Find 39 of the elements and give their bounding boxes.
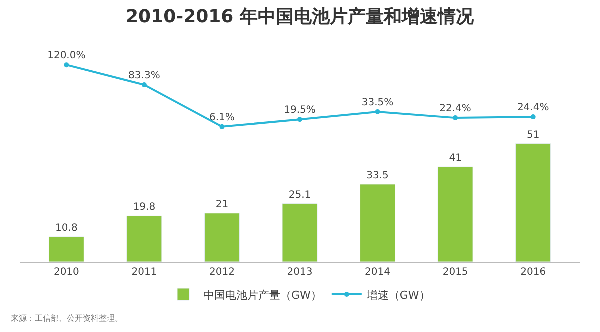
data-label: 83.3% <box>128 70 160 82</box>
x-tick-label: 2012 <box>209 267 235 278</box>
bar <box>126 216 162 262</box>
data-label: 41 <box>449 153 462 164</box>
legend-label: 中国电池片产量（GW） <box>204 288 322 302</box>
data-label: 21 <box>216 199 229 210</box>
point <box>220 124 225 130</box>
data-label: 120.0% <box>48 50 86 62</box>
data-label: 25.1 <box>288 190 312 201</box>
x-tick-label: 2014 <box>365 267 391 278</box>
bar <box>282 204 318 262</box>
bar <box>360 184 396 262</box>
point <box>453 116 458 121</box>
data-label: 19.8 <box>133 202 156 214</box>
data-label: 22.4% <box>440 103 472 114</box>
point <box>298 117 302 122</box>
bar <box>48 236 84 262</box>
point <box>530 114 536 120</box>
x-tick-label: 2011 <box>132 267 158 278</box>
bar <box>204 213 240 262</box>
data-label: 6.1% <box>210 112 235 124</box>
data-label: 10.8 <box>56 222 78 234</box>
point <box>64 62 70 68</box>
data-label: 33.5% <box>362 97 394 108</box>
x-tick-label: 2016 <box>520 267 546 278</box>
point <box>142 82 147 88</box>
data-label: 19.5% <box>284 105 316 116</box>
data-label: 51 <box>526 130 540 141</box>
point <box>375 110 380 115</box>
x-tick-label: 2010 <box>54 267 80 278</box>
data-label: 24.4% <box>517 102 550 114</box>
bar <box>438 166 474 262</box>
data-label: 33.5 <box>366 170 389 182</box>
x-tick-label: 2015 <box>442 267 468 278</box>
legend-label: 增速（GW） <box>366 288 430 302</box>
x-tick-label: 2013 <box>287 267 313 278</box>
source-note: 来源：工信部、公开资料整理。 <box>11 314 123 323</box>
bar <box>516 144 552 262</box>
chart-title: 2010-2016 年中国电池片产量和增速情况 <box>126 6 475 28</box>
